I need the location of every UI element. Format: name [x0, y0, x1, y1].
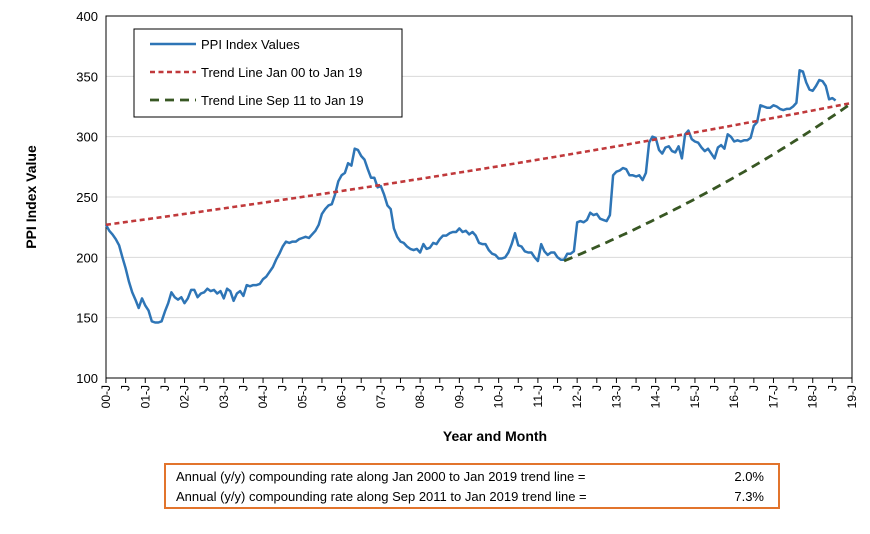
x-tick-label: J	[472, 385, 486, 391]
x-tick-label: J	[668, 385, 682, 391]
x-tick-label: J	[708, 385, 722, 391]
x-tick-label: J	[276, 385, 290, 391]
x-tick-label: 08-J	[413, 385, 427, 408]
x-tick-label: 15-J	[688, 385, 702, 408]
y-axis-ticks: 100 150 200 250 300 350 400	[76, 9, 98, 386]
plot-area-border	[105, 15, 853, 379]
x-tick-label: 18-J	[806, 385, 820, 408]
x-tick-label: J	[433, 385, 447, 391]
y-tick-label: 400	[76, 9, 98, 24]
y-tick-label: 100	[76, 371, 98, 386]
x-tick-label: J	[393, 385, 407, 391]
x-tick-label: J	[786, 385, 800, 391]
x-tick-label: J	[590, 385, 604, 391]
x-tick-label: J	[236, 385, 250, 391]
series-trend-sep11-jan19	[563, 101, 853, 263]
rate-value-jan00-jan19: 2.0%	[734, 469, 764, 484]
x-tick-label: 01-J	[138, 385, 152, 408]
x-tick-label: 03-J	[217, 385, 231, 408]
rate-value-sep11-jan19: 7.3%	[734, 489, 764, 504]
x-tick-label: 02-J	[178, 385, 192, 408]
ppi-line-chart: 100 150 200 250 300 350 400 00-J J 01-J J 02-J J 03-…	[23, 9, 859, 444]
legend: PPI Index Values Trend Line Jan 00 to Ja…	[133, 28, 403, 118]
x-tick-label: 12-J	[570, 385, 584, 408]
x-tick-label: J	[551, 385, 565, 391]
y-tick-label: 300	[76, 130, 98, 145]
x-tick-label: J	[158, 385, 172, 391]
x-tick-label: J	[197, 385, 211, 391]
x-axis-ticks: 00-J J 01-J J 02-J J 03-J J 04-J J 05-J J 06-J J 07-J J…	[99, 378, 859, 408]
legend-label-trend-00-19: Trend Line Jan 00 to Jan 19	[201, 65, 362, 80]
y-axis-title: PPI Index Value	[23, 145, 39, 249]
compounding-rates-box: Annual (y/y) compounding rate along Jan …	[164, 463, 780, 509]
x-tick-label: 04-J	[256, 385, 270, 408]
x-tick-label: J	[747, 385, 761, 391]
rate-label-sep11-jan19: Annual (y/y) compounding rate along Sep …	[176, 489, 587, 504]
series-ppi-index	[104, 69, 837, 324]
series-layer	[104, 69, 853, 324]
series-trend-jan00-jan19	[105, 101, 853, 227]
x-tick-label: J	[119, 385, 133, 391]
x-tick-label: 07-J	[374, 385, 388, 408]
x-tick-label: 00-J	[99, 385, 113, 408]
x-tick-label: 19-J	[845, 385, 859, 408]
x-tick-label: J	[629, 385, 643, 391]
rate-row-sep11-jan19: Annual (y/y) compounding rate along Sep …	[176, 487, 764, 507]
y-tick-label: 200	[76, 250, 98, 265]
x-tick-label: 11-J	[531, 385, 545, 407]
x-tick-label: 10-J	[492, 385, 506, 408]
y-tick-label: 250	[76, 190, 98, 205]
x-tick-label: 06-J	[335, 385, 349, 408]
x-tick-label: J	[315, 385, 329, 391]
legend-label-trend-11-19: Trend Line Sep 11 to Jan 19	[201, 93, 364, 108]
x-axis-title: Year and Month	[443, 428, 547, 444]
legend-label-ppi: PPI Index Values	[201, 37, 300, 52]
x-tick-label: 09-J	[452, 385, 466, 408]
x-tick-label: J	[511, 385, 525, 391]
rate-label-jan00-jan19: Annual (y/y) compounding rate along Jan …	[176, 469, 586, 484]
x-tick-label: 13-J	[609, 385, 623, 408]
x-tick-label: 05-J	[295, 385, 309, 408]
x-tick-label: 17-J	[766, 385, 780, 408]
rate-row-jan00-jan19: Annual (y/y) compounding rate along Jan …	[176, 467, 764, 487]
x-tick-label: J	[825, 385, 839, 391]
y-tick-label: 150	[76, 311, 98, 326]
y-tick-label: 350	[76, 69, 98, 84]
x-tick-label: 14-J	[649, 385, 663, 408]
x-tick-label: 16-J	[727, 385, 741, 408]
x-tick-label: J	[354, 385, 368, 391]
